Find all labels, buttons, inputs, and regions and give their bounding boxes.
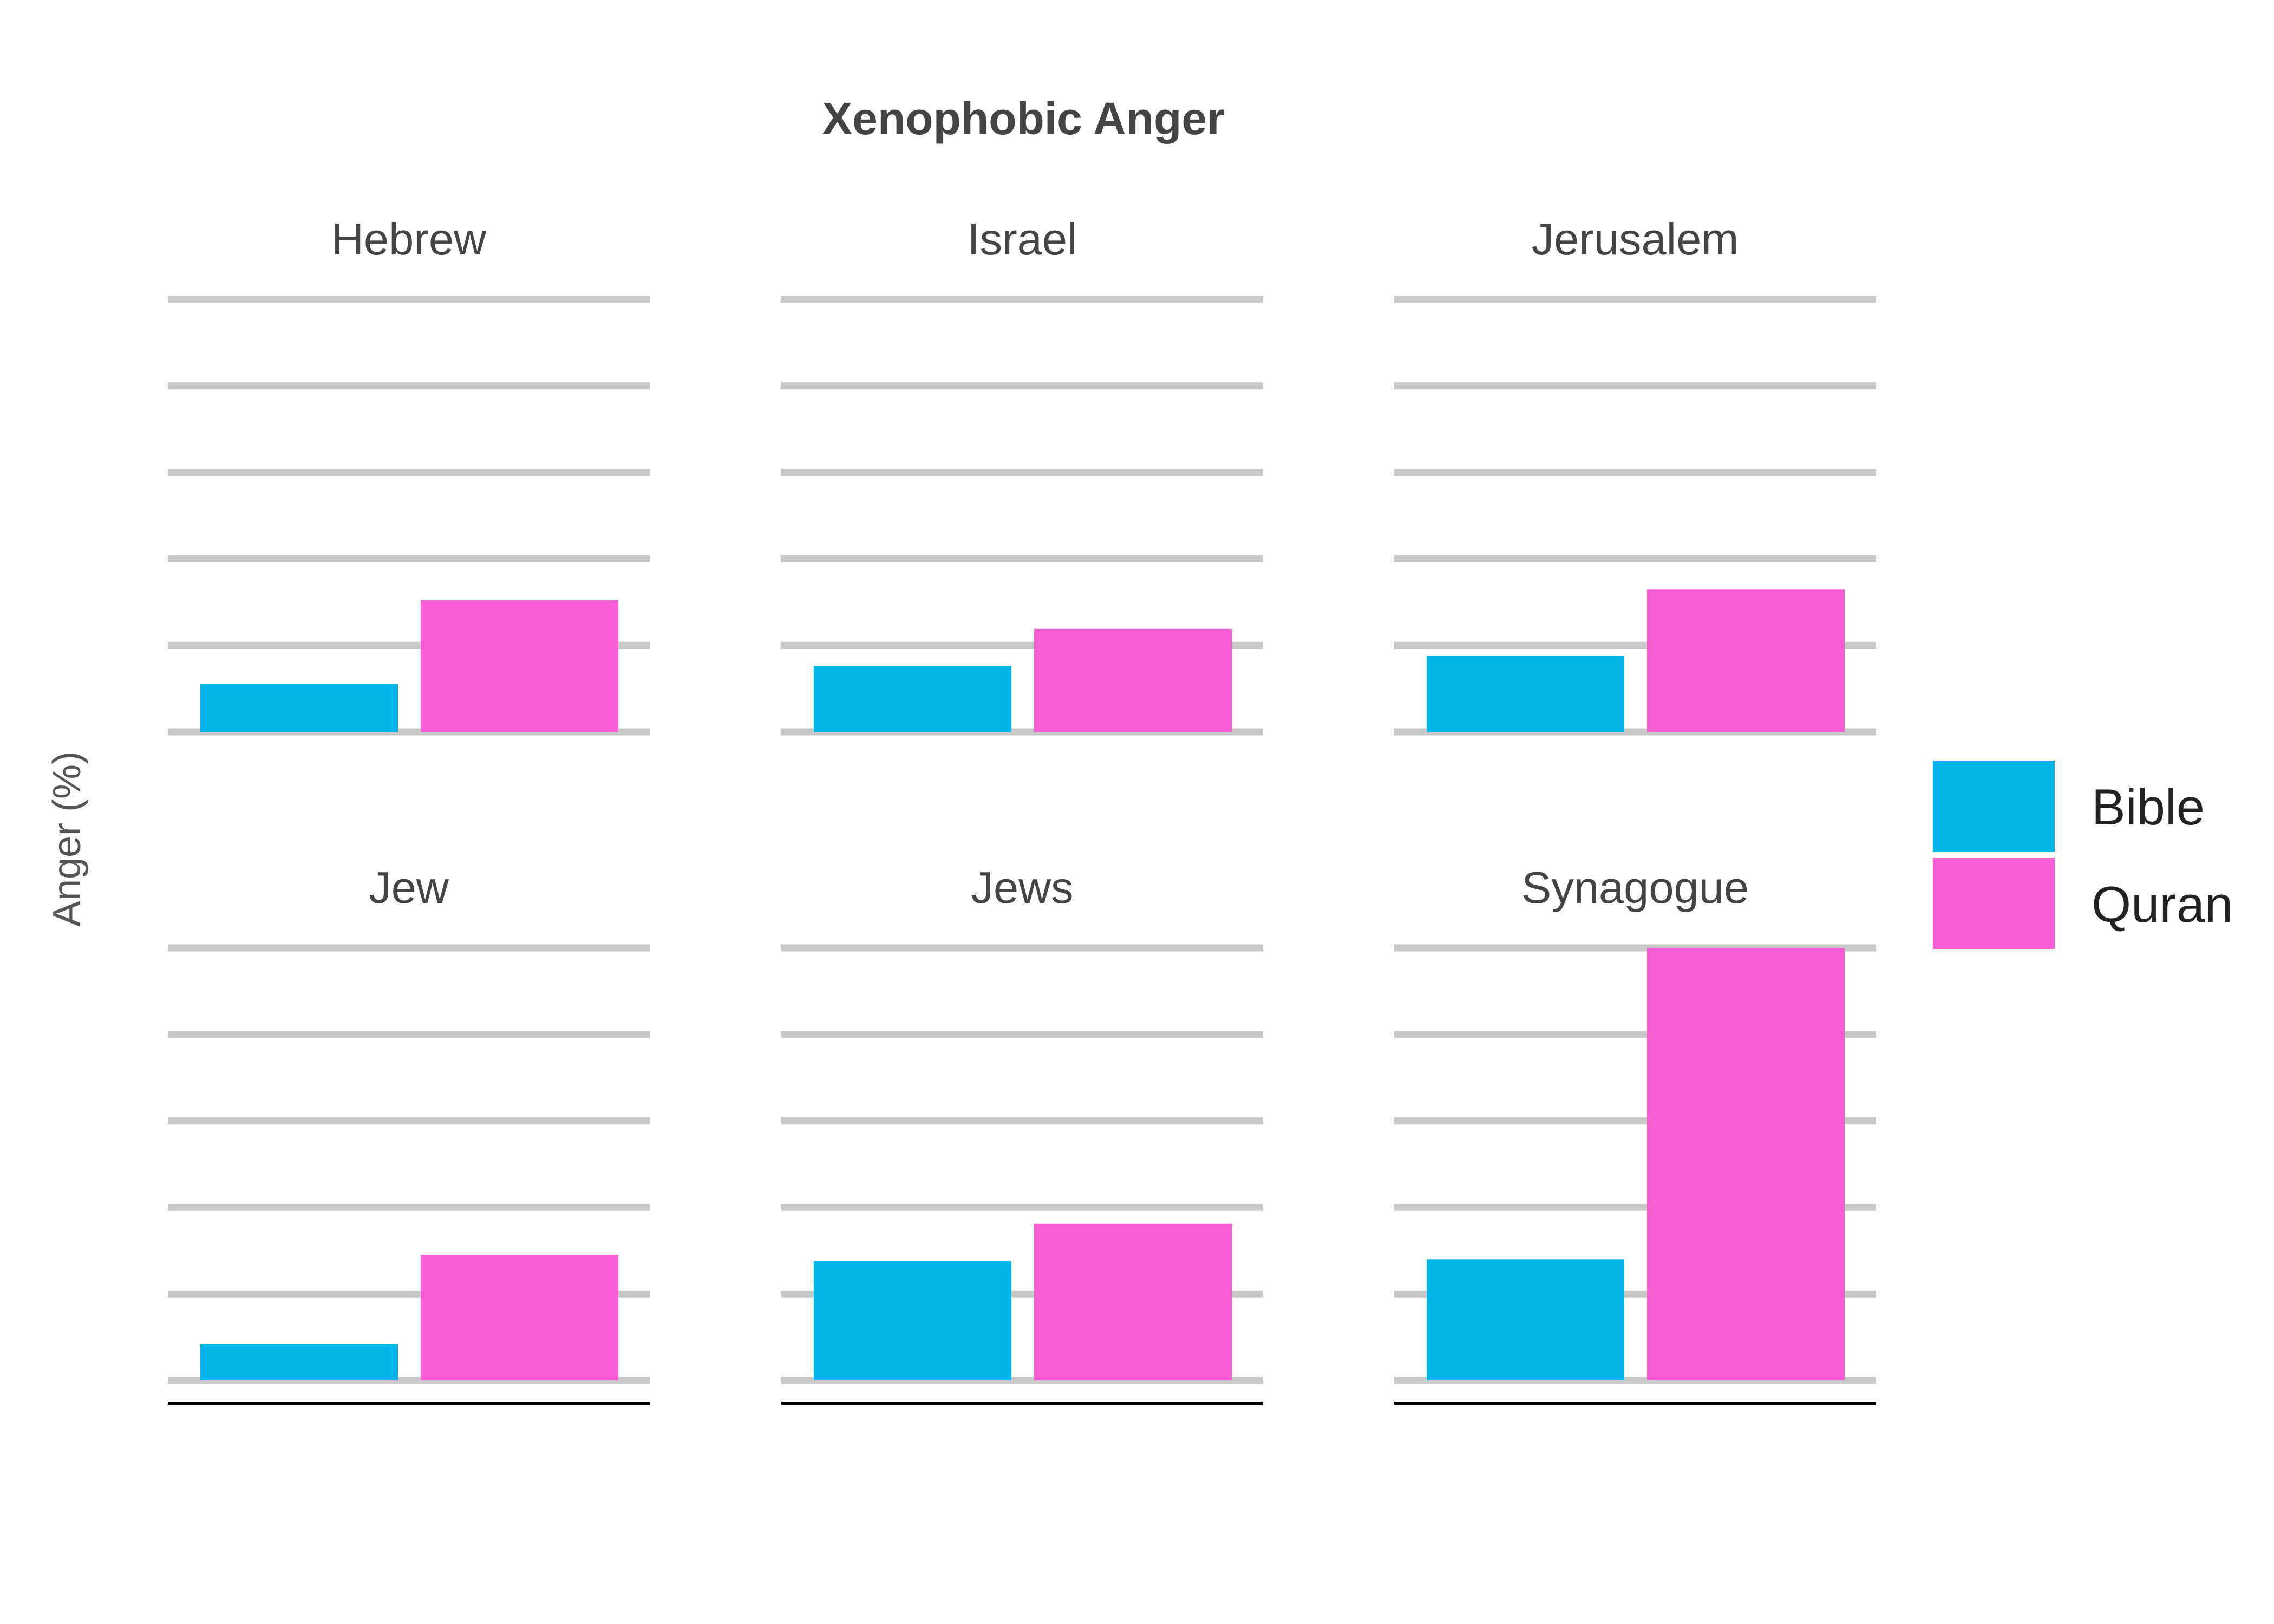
legend-label-bible: Bible bbox=[2092, 778, 2205, 835]
panel-label: Synagogue bbox=[1521, 862, 1749, 913]
panel-hebrew: Hebrew bbox=[168, 214, 650, 736]
bar-quran bbox=[421, 1255, 618, 1380]
bar-quran bbox=[1034, 1223, 1232, 1380]
bar-quran bbox=[421, 600, 618, 732]
panel-jew: Jew bbox=[168, 862, 650, 1405]
panel-label: Jerusalem bbox=[1532, 214, 1739, 264]
chart-title: Xenophobic Anger bbox=[822, 93, 1225, 144]
bar-bible bbox=[200, 684, 398, 732]
panel-synagogue: Synagogue bbox=[1394, 862, 1876, 1405]
panel-label: Israel bbox=[968, 214, 1077, 264]
bar-bible bbox=[814, 666, 1011, 732]
bar-bible bbox=[200, 1344, 398, 1380]
legend-label-quran: Quran bbox=[2092, 876, 2233, 933]
bar-quran bbox=[1647, 948, 1845, 1380]
panel-label: Hebrew bbox=[331, 214, 487, 264]
bar-bible bbox=[1427, 656, 1624, 732]
bar-quran bbox=[1034, 628, 1232, 732]
panels: Hebrew Israel Jerusalem Jew Jews Synagogue bbox=[168, 214, 1876, 1405]
bar-bible bbox=[1427, 1259, 1624, 1380]
bar-quran bbox=[1647, 589, 1845, 732]
legend-key-quran bbox=[1933, 858, 2055, 949]
bar-bible bbox=[814, 1261, 1011, 1380]
panel-label: Jew bbox=[369, 862, 449, 913]
panel-jerusalem: Jerusalem bbox=[1394, 214, 1876, 736]
legend: Bible Quran bbox=[1933, 761, 2233, 949]
y-axis-label: Anger (%) bbox=[45, 751, 89, 927]
panel-israel: Israel bbox=[781, 214, 1263, 736]
panel-label: Jews bbox=[971, 862, 1073, 913]
panel-jews: Jews bbox=[781, 862, 1263, 1405]
legend-key-bible bbox=[1933, 761, 2055, 852]
